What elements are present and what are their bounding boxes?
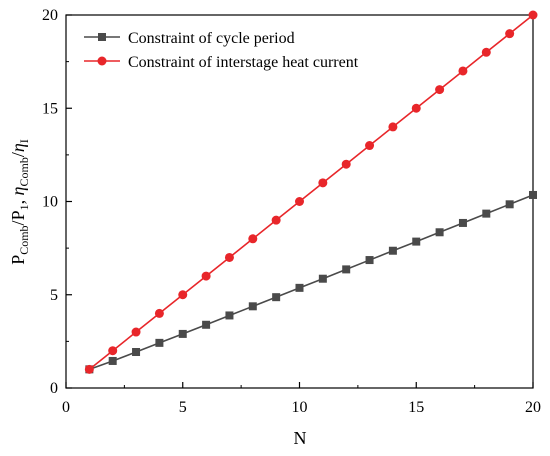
data-point-square xyxy=(272,293,281,302)
legend-item-series-2: Constraint of interstage heat current xyxy=(84,54,359,71)
data-point-circle xyxy=(178,290,188,300)
legend-marker-series-1 xyxy=(98,33,106,41)
data-point-square xyxy=(318,274,327,283)
data-point-circle xyxy=(341,159,351,169)
data-point-circle xyxy=(458,66,468,76)
data-point-square xyxy=(388,246,397,255)
y-axis-title: PComb/P1, ηComb/ηI xyxy=(8,139,31,265)
data-point-square xyxy=(178,329,187,338)
data-point-square xyxy=(295,283,304,292)
x-tick-label: 15 xyxy=(408,399,424,416)
x-tick-label: 5 xyxy=(179,399,187,416)
data-point-circle xyxy=(435,85,445,95)
data-point-square xyxy=(225,311,234,320)
data-point-square xyxy=(248,302,257,311)
data-point-square xyxy=(155,338,164,347)
x-tick-label: 10 xyxy=(292,399,308,416)
y-axis-title-p-sub: Comb xyxy=(17,225,31,254)
data-point-circle xyxy=(131,327,141,337)
y-tick-label: 0 xyxy=(50,380,58,397)
data-point-circle xyxy=(248,234,258,244)
y-axis-title-comma: , xyxy=(8,195,28,204)
legend-marker-series-2 xyxy=(97,56,107,66)
data-point-circle xyxy=(224,252,234,262)
y-axis-title-eta: η xyxy=(8,186,28,195)
data-point-square xyxy=(458,218,467,227)
data-point-circle xyxy=(295,197,304,206)
data-point-square xyxy=(412,237,421,246)
data-point-circle xyxy=(201,271,211,281)
y-tick-label: 5 xyxy=(50,287,58,304)
data-point-circle xyxy=(108,346,118,356)
data-point-circle xyxy=(154,308,164,318)
series-layer xyxy=(84,10,538,374)
legend-item-series-1: Constraint of cycle period xyxy=(84,30,295,47)
data-point-square xyxy=(108,356,117,365)
x-tick-label: 0 xyxy=(62,399,70,416)
data-point-square xyxy=(435,228,444,237)
series-2 xyxy=(84,10,538,374)
y-axis-title-slash1: /P xyxy=(8,210,28,225)
series-1 xyxy=(85,190,537,374)
y-axis-title-eta2-sub: I xyxy=(17,139,31,143)
data-point-square xyxy=(505,200,514,209)
y-tick-label: 10 xyxy=(42,194,58,211)
x-tick-label: 20 xyxy=(525,399,541,416)
y-axis-title-eta2: η xyxy=(8,143,28,152)
y-axis-title-slash2: / xyxy=(8,152,28,157)
y-tick-label: 15 xyxy=(42,100,58,117)
data-point-circle xyxy=(271,215,281,225)
data-point-circle xyxy=(481,47,491,57)
y-axis-title-eta-sub: Comb xyxy=(17,157,31,186)
x-axis-title: N xyxy=(294,428,307,448)
data-point-circle xyxy=(84,364,94,374)
data-point-circle xyxy=(388,122,398,132)
data-point-square xyxy=(482,209,491,218)
series-line-2 xyxy=(88,14,534,370)
data-point-circle xyxy=(411,103,421,113)
data-point-square xyxy=(202,320,211,329)
y-axis-title-p: P xyxy=(8,255,28,265)
legend-label-series-2: Constraint of interstage heat current xyxy=(128,54,359,71)
data-point-square xyxy=(132,348,141,357)
data-point-square xyxy=(529,190,537,199)
data-point-square xyxy=(342,265,351,274)
legend-label-series-1: Constraint of cycle period xyxy=(128,30,295,47)
data-point-circle xyxy=(318,178,328,188)
data-point-circle xyxy=(528,10,538,20)
data-point-square xyxy=(365,256,374,265)
y-tick-label: 20 xyxy=(42,7,58,24)
data-point-circle xyxy=(505,29,515,39)
data-point-circle xyxy=(365,141,375,151)
legend: Constraint of cycle period Constraint of… xyxy=(84,30,359,71)
axes-layer: 0 5 10 15 20 0 5 10 15 20 xyxy=(42,7,541,416)
y-axis-title-p1-sub: 1 xyxy=(17,204,31,210)
